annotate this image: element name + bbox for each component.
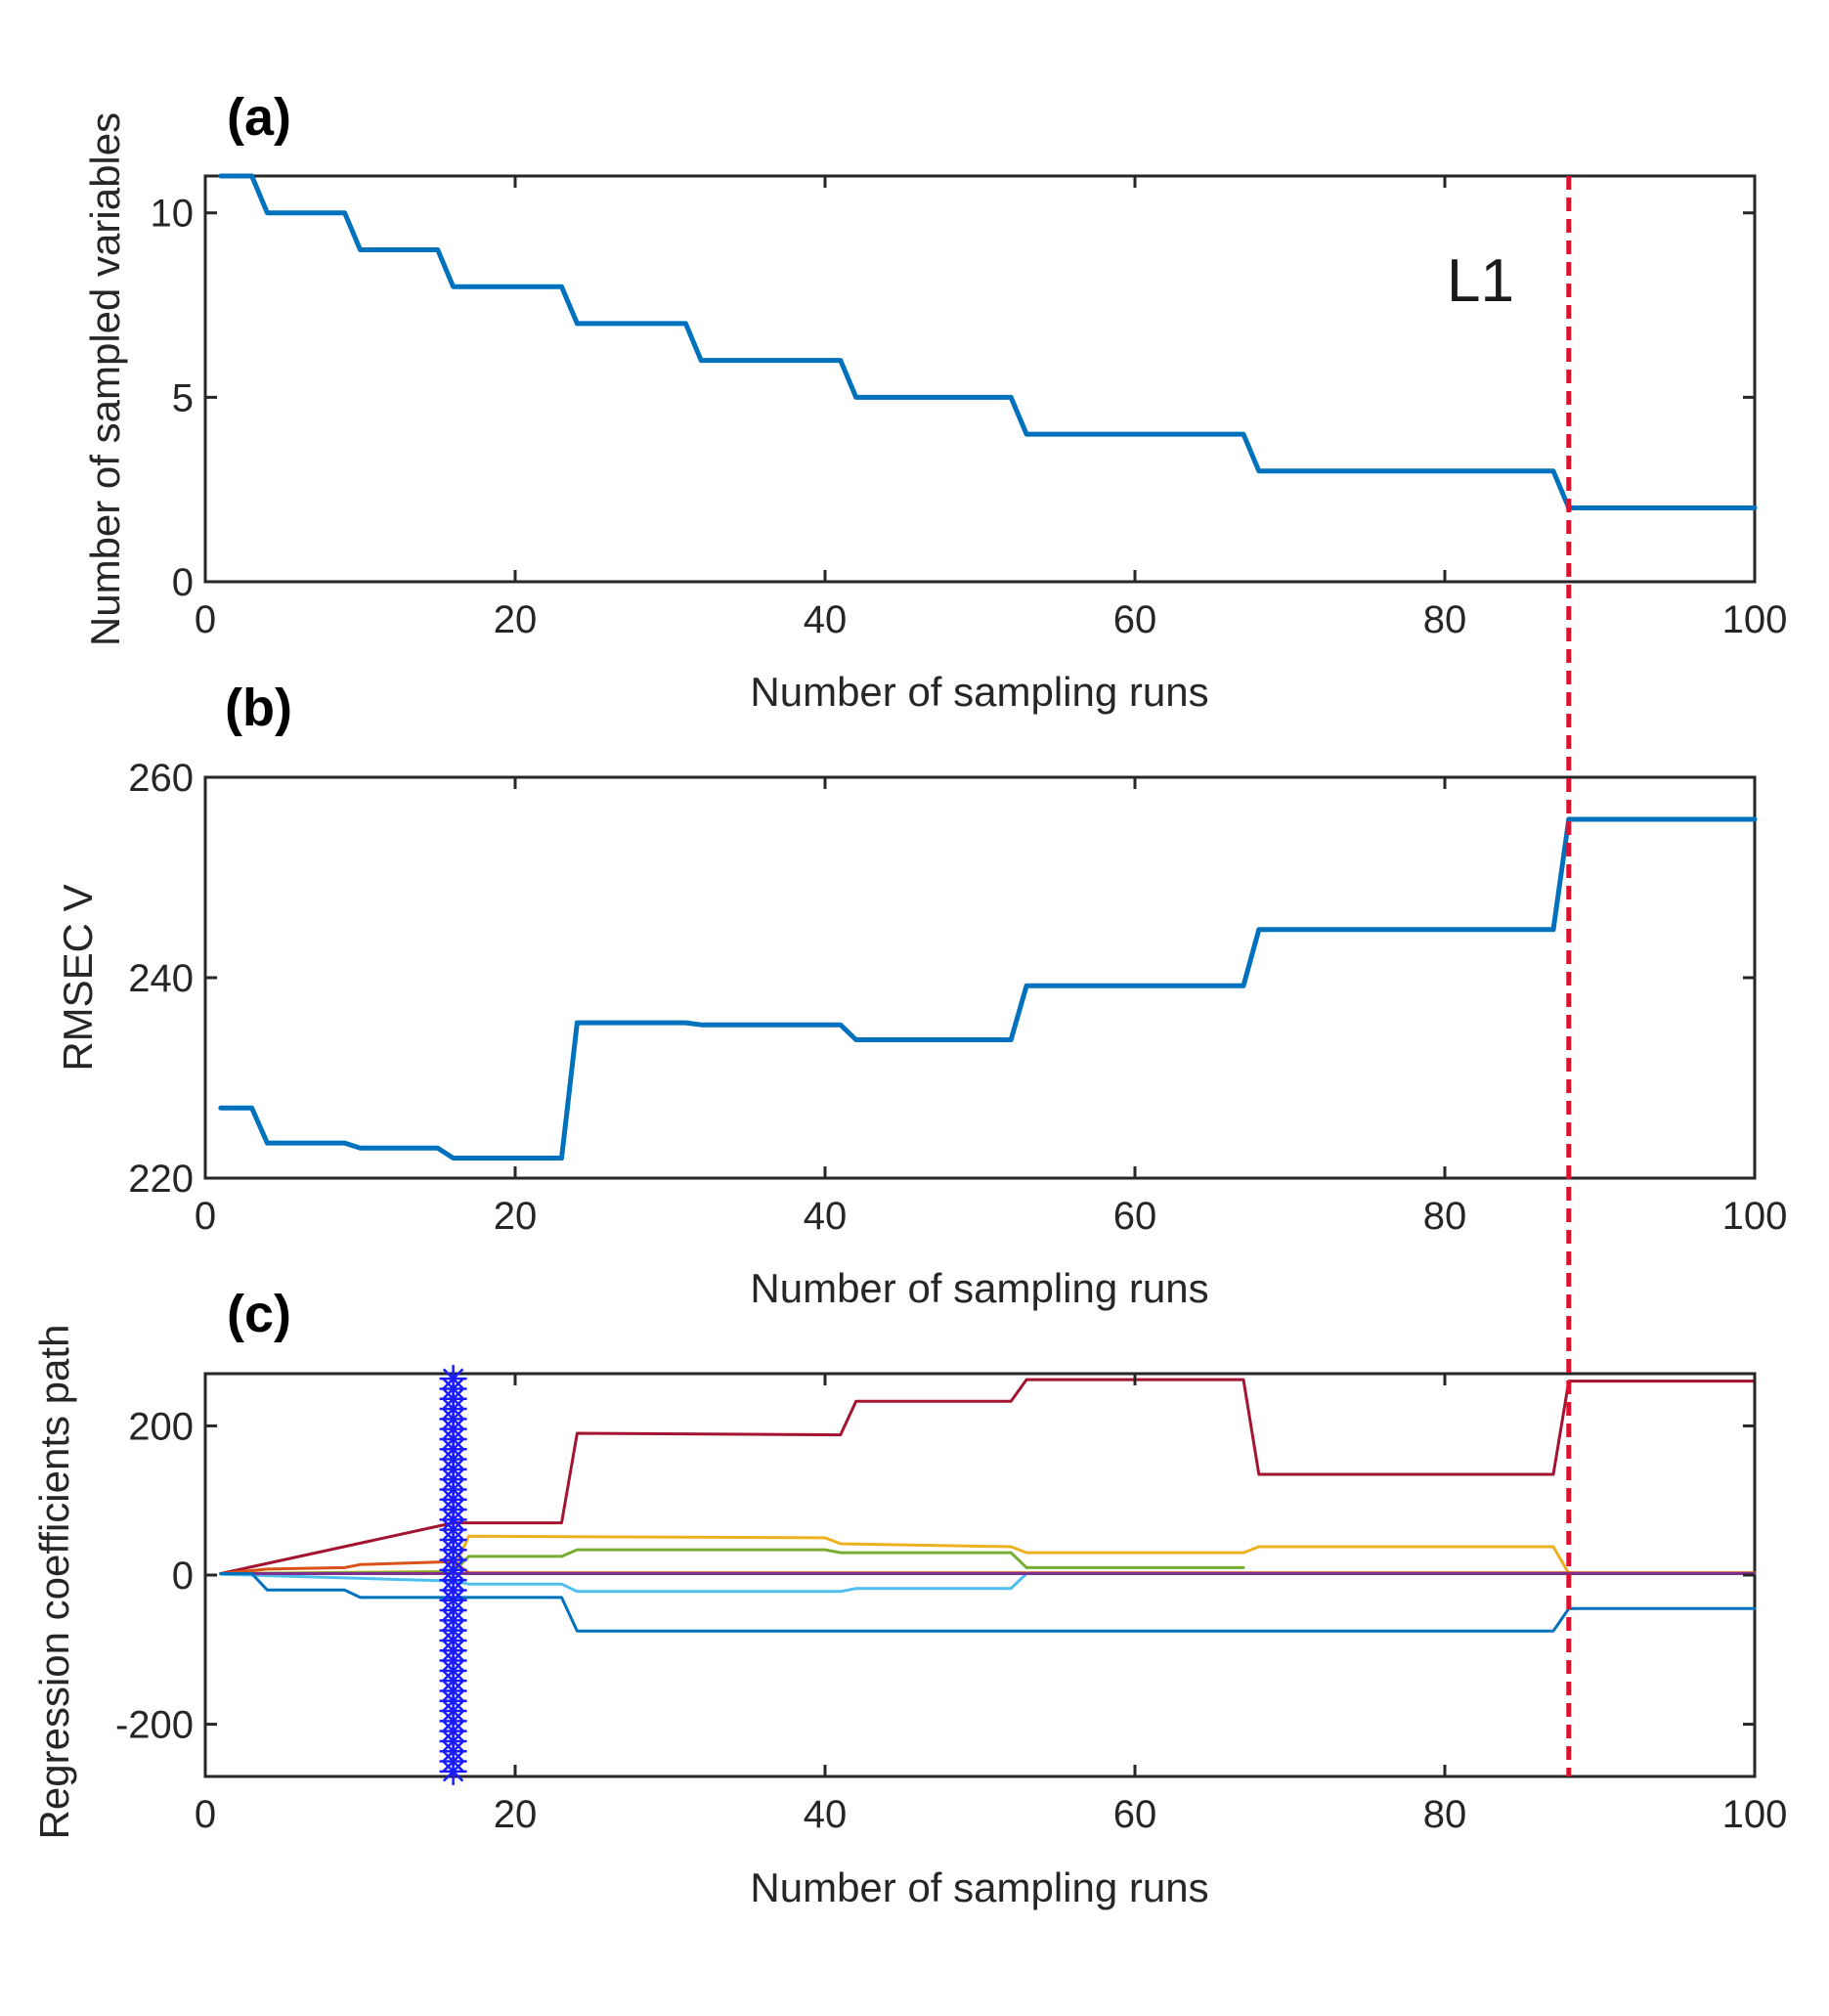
x-tick-label: 100 <box>1722 598 1788 641</box>
y-tick-label: 200 <box>128 1405 194 1448</box>
series-line-var1 <box>219 1378 1757 1575</box>
y-tick-label: 240 <box>128 957 194 1000</box>
panel-a-x-axis-label: Number of sampling runs <box>750 669 1208 715</box>
x-tick-label: 40 <box>804 1793 848 1836</box>
l1-annotation: L1 <box>1447 247 1514 315</box>
x-tick-label: 20 <box>494 1195 538 1238</box>
panel-b-y-ticks: 220 240 260 <box>128 757 1755 1201</box>
panel-c-y-ticks: -200 0 200 <box>115 1405 1755 1747</box>
panel-a-axes-box <box>203 174 1757 584</box>
x-tick-label: 40 <box>804 1195 848 1238</box>
panel-c-marker-column <box>439 1365 467 1785</box>
x-tick-label: 60 <box>1113 1793 1157 1836</box>
panel-c-label: (c) <box>227 1285 291 1343</box>
panel-b-label: (b) <box>225 679 292 737</box>
y-tick-label: 0 <box>172 1555 194 1598</box>
panel-c: (c) 0 20 40 60 80 100 -200 0 200 Number of samp… <box>31 1285 1787 1910</box>
panel-a-line-layer <box>218 173 1758 510</box>
x-tick-label: 0 <box>195 1195 216 1238</box>
selection-marker <box>439 1365 467 1393</box>
panel-b-x-ticks: 0 20 40 60 80 100 <box>195 777 1788 1238</box>
panel-c-x-axis-label: Number of sampling runs <box>750 1864 1208 1910</box>
panel-a-y-axis-label: Number of sampled variables <box>82 112 128 646</box>
panel-a-y-ticks: 0 5 10 <box>151 193 1755 604</box>
x-tick-label: 80 <box>1423 1195 1467 1238</box>
series-line-sampled-variables <box>218 173 1758 510</box>
x-tick-label: 100 <box>1722 1793 1788 1836</box>
x-tick-label: 0 <box>195 598 216 641</box>
series-line-RMSECV <box>218 816 1758 1161</box>
panel-b-line-layer <box>218 816 1758 1161</box>
x-tick-label: 20 <box>494 598 538 641</box>
panel-c-x-ticks: 0 20 40 60 80 100 <box>195 1374 1788 1836</box>
y-tick-label: 5 <box>172 376 194 419</box>
panel-b-y-axis-label: RMSEC V <box>55 884 101 1071</box>
x-tick-label: 0 <box>195 1793 216 1836</box>
x-tick-label: 60 <box>1113 598 1157 641</box>
panel-c-y-axis-label: Regression coefficients path <box>31 1325 77 1840</box>
panel-b-axes-box <box>203 775 1757 1180</box>
y-tick-label: 10 <box>151 193 195 236</box>
x-tick-label: 80 <box>1423 1793 1467 1836</box>
y-tick-label: -200 <box>115 1704 194 1747</box>
panel-a: (a) 0 20 40 60 80 100 0 5 10 Number of sampling… <box>82 88 1787 715</box>
panel-a-label: (a) <box>227 88 291 147</box>
series-line-var2 <box>219 1534 1757 1575</box>
x-tick-label: 80 <box>1423 598 1467 641</box>
series-line-var3 <box>219 1548 1245 1575</box>
y-tick-label: 0 <box>172 561 194 604</box>
x-tick-label: 40 <box>804 598 848 641</box>
panel-a-x-ticks: 0 20 40 60 80 100 <box>195 176 1788 641</box>
x-tick-label: 60 <box>1113 1195 1157 1238</box>
y-tick-label: 220 <box>128 1158 194 1201</box>
x-tick-label: 20 <box>494 1793 538 1836</box>
panel-b-x-axis-label: Number of sampling runs <box>750 1265 1208 1311</box>
y-tick-label: 260 <box>128 757 194 800</box>
x-tick-label: 100 <box>1722 1195 1788 1238</box>
panel-b: (b) 0 20 40 60 80 100 220 240 260 Number of sam… <box>55 679 1787 1311</box>
